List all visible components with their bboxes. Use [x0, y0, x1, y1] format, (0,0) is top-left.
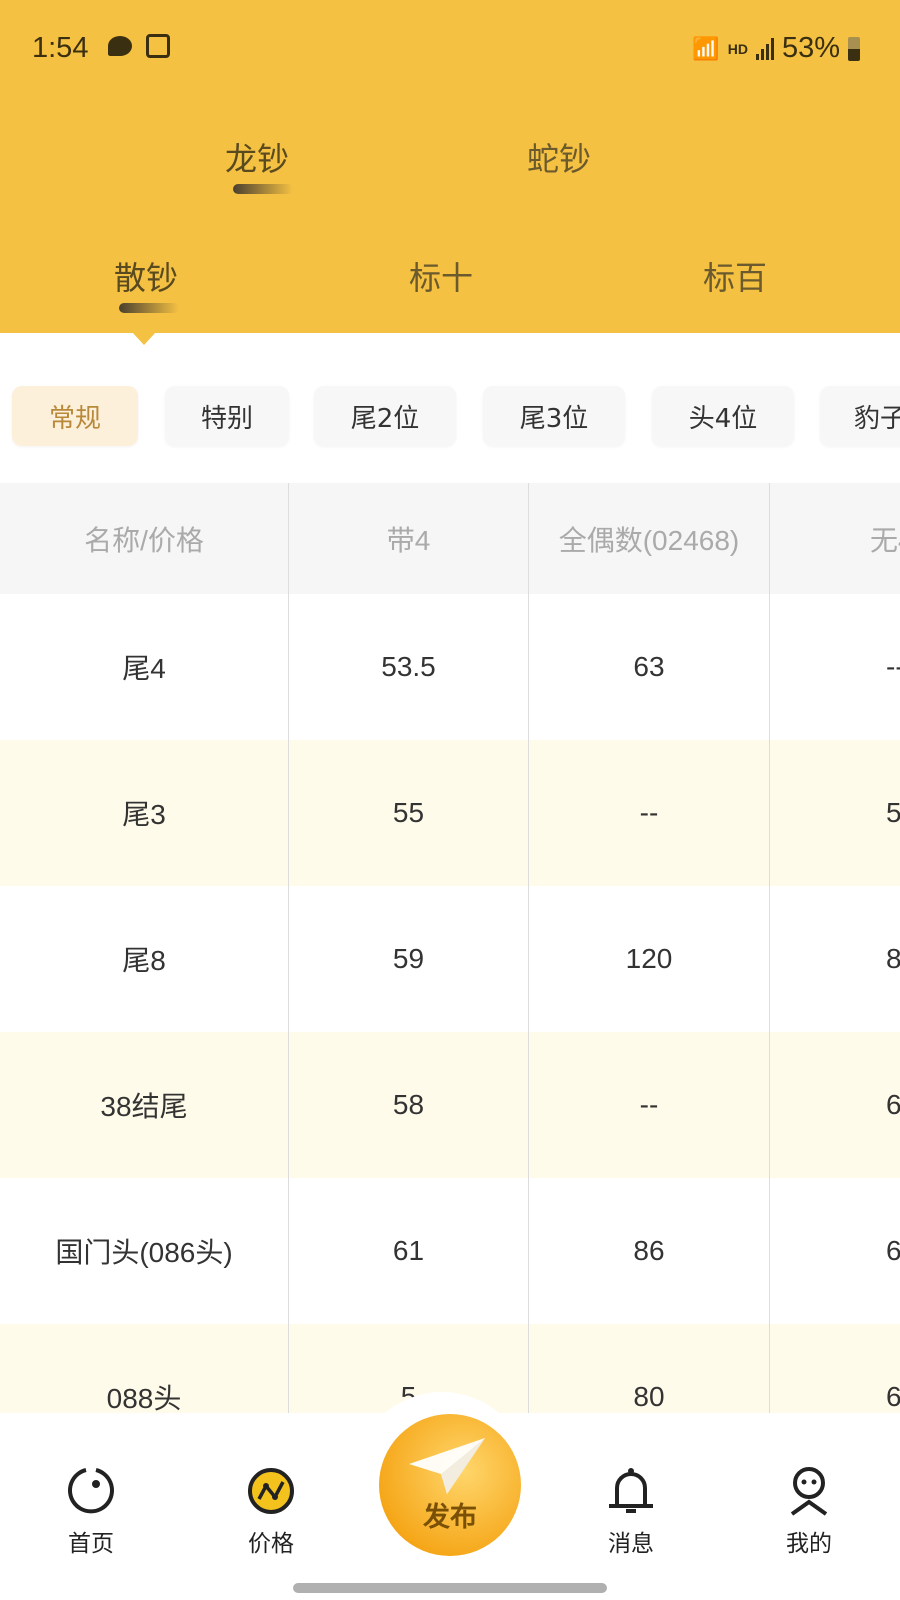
home-icon [68, 1468, 114, 1514]
table-cell: 63 [529, 594, 770, 740]
table-cell: 80 [529, 1324, 770, 1413]
chip-tail2[interactable]: 尾2位 [314, 386, 456, 446]
table-cell: 53.5 [289, 594, 529, 740]
nav-home[interactable]: 首页 [31, 1466, 151, 1558]
nav-label: 消息 [608, 1531, 654, 1557]
table-cell: 38结尾 [0, 1032, 289, 1178]
table-cell: 84 [886, 943, 900, 974]
table-cell: 尾4 [0, 594, 289, 740]
publish-button[interactable]: 发布 [379, 1414, 521, 1556]
table-cell: 66 [886, 1089, 900, 1120]
active-tab-indicator [233, 184, 293, 194]
nav-profile[interactable]: 我的 [749, 1466, 869, 1558]
nav-price[interactable]: 价格 [211, 1466, 331, 1558]
header-cell: 带4 [289, 483, 529, 594]
table-cell: -- [529, 740, 770, 886]
table-cell: 59 [289, 886, 529, 1032]
table-cell: 120 [529, 886, 770, 1032]
header-cell: 全偶数(02468) [529, 483, 770, 594]
table-header: 名称/价格 带4 全偶数(02468) 无4 [0, 483, 900, 594]
subtab-caret [132, 332, 156, 345]
image-notification-icon [146, 34, 170, 58]
tab-dragon[interactable]: 龙钞 [224, 140, 290, 178]
table-cell: 57 [886, 797, 900, 828]
table-cell: 088头 [0, 1324, 289, 1413]
bell-icon [609, 1468, 653, 1513]
status-bar: 1:54 📶 HD 53% [32, 28, 860, 68]
clock: 1:54 [32, 32, 89, 64]
home-indicator[interactable] [293, 1583, 607, 1593]
nav-label: 首页 [68, 1531, 114, 1557]
header-cell: 名称/价格 [0, 483, 289, 594]
table-cell: 尾3 [0, 740, 289, 886]
nav-messages[interactable]: 消息 [571, 1466, 691, 1558]
header: 1:54 📶 HD 53% 龙钞 蛇钞 散钞 标十 标百 [0, 0, 900, 333]
publish-label: 发布 [423, 1502, 477, 1533]
table-cell: 66 [886, 1235, 900, 1266]
header-cell: 无4 [870, 524, 900, 556]
profile-icon [790, 1467, 828, 1516]
table-cell: 55 [289, 740, 529, 886]
active-subtab-indicator [119, 303, 179, 313]
chip-leopard[interactable]: 豹子 [820, 386, 900, 446]
table-cell: 86 [529, 1178, 770, 1324]
table-cell: -- [886, 651, 900, 682]
price-chart-icon [248, 1468, 294, 1514]
battery-percent: 53% [781, 32, 840, 64]
table-cell: -- [529, 1032, 770, 1178]
table-cell: 尾8 [0, 886, 289, 1032]
nav-label: 价格 [248, 1531, 294, 1557]
chip-regular[interactable]: 常规 [12, 386, 138, 446]
signal-icon [755, 37, 774, 60]
tab-loose[interactable]: 散钞 [113, 259, 179, 297]
chip-tail3[interactable]: 尾3位 [483, 386, 625, 446]
price-table: 名称/价格 带4 全偶数(02468) 无4 尾453.563--尾355--5… [0, 483, 900, 1413]
chat-notification-icon [108, 36, 132, 56]
hd-label: HD [727, 40, 748, 57]
tab-ten[interactable]: 标十 [408, 259, 474, 297]
table-cell: 65 [886, 1381, 900, 1412]
battery-icon [848, 36, 860, 61]
table-cell: 国门头(086头) [0, 1178, 289, 1324]
nav-label: 我的 [786, 1531, 832, 1557]
tab-snake[interactable]: 蛇钞 [526, 140, 592, 178]
table-cell: 61 [289, 1178, 529, 1324]
table-cell: 58 [289, 1032, 529, 1178]
chip-special[interactable]: 特别 [165, 386, 289, 446]
paper-plane-icon [409, 1438, 485, 1494]
chip-head4[interactable]: 头4位 [652, 386, 794, 446]
wifi-icon: 📶 [692, 35, 720, 61]
tab-hundred[interactable]: 标百 [702, 259, 768, 297]
